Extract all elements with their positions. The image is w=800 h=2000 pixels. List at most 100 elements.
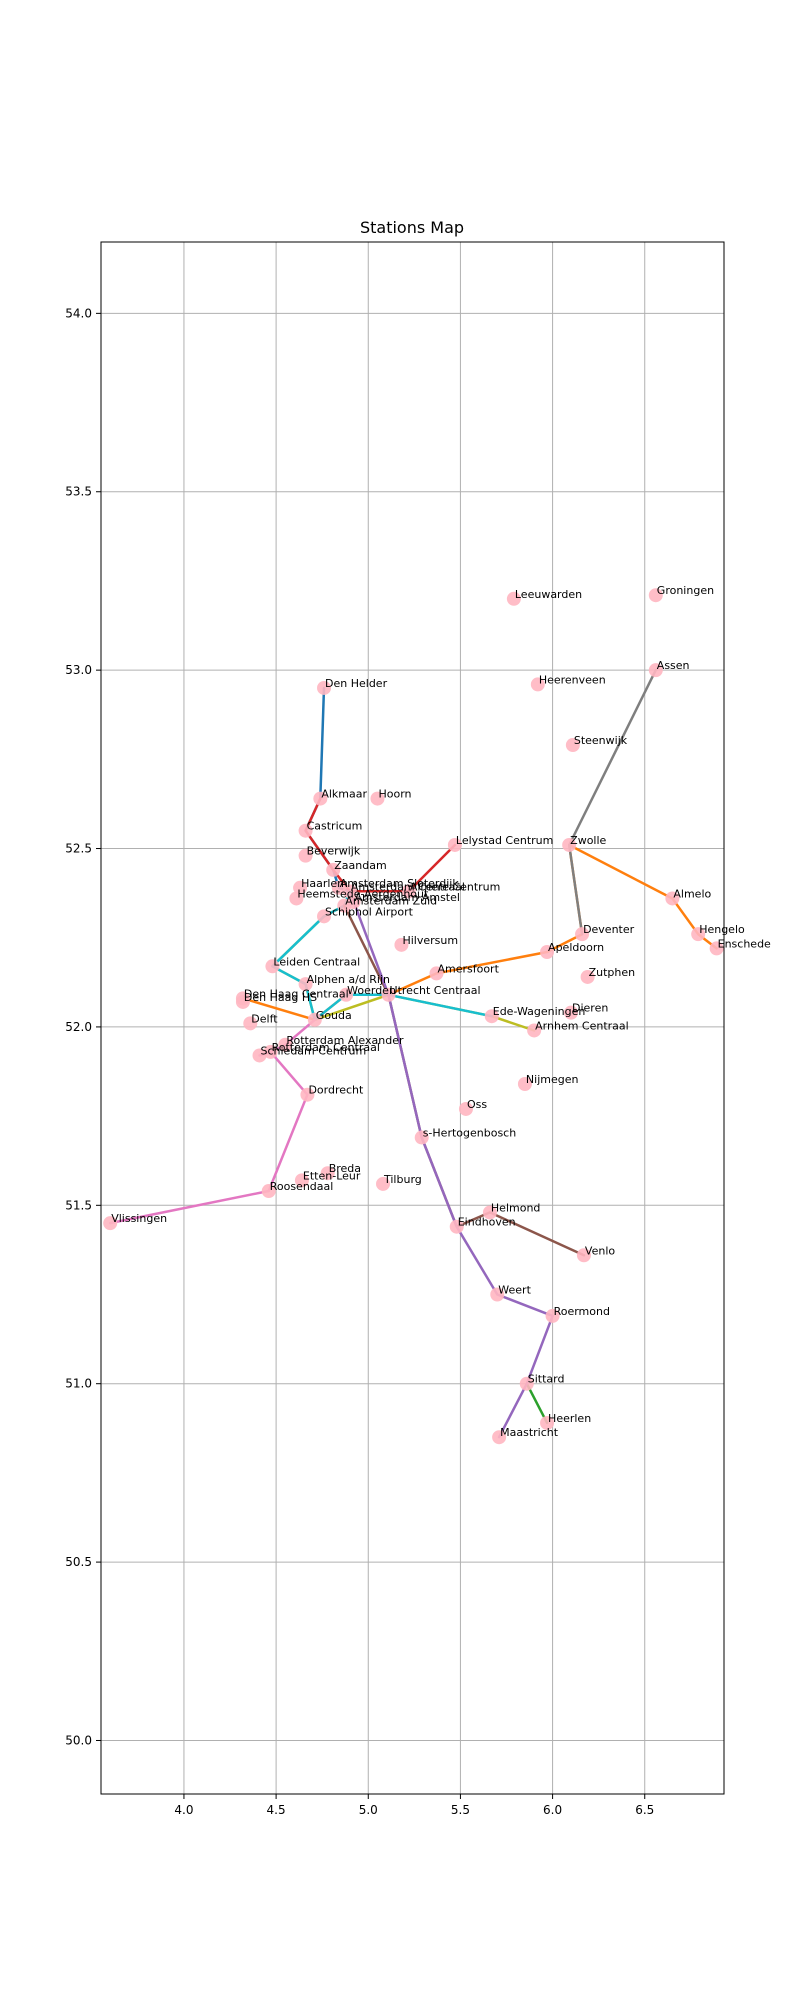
station-label: Dieren: [572, 1002, 608, 1015]
station-label: Heemstede-Aerdenhout: [297, 887, 429, 900]
station-marker: [317, 909, 332, 924]
station-label: s-Hertogenbosch: [423, 1127, 517, 1140]
station-marker: [482, 1205, 497, 1220]
station-label: Tilburg: [383, 1173, 422, 1186]
y-tick-label: 52.5: [65, 842, 92, 856]
x-tick-label: 4.5: [267, 1803, 286, 1817]
station-marker: [235, 991, 250, 1006]
y-tick-label: 51.5: [65, 1198, 92, 1212]
station-markers: [103, 588, 724, 1445]
station-marker: [527, 1023, 542, 1038]
station-label: Alphen a/d Rijn: [307, 973, 390, 986]
station-marker: [265, 959, 280, 974]
station-label: Haarlem: [301, 877, 348, 890]
station-marker: [576, 1248, 591, 1263]
station-marker: [519, 1376, 534, 1391]
station-label: Ede-Wageningen: [493, 1005, 586, 1018]
station-marker: [565, 738, 580, 753]
station-marker: [300, 1087, 315, 1102]
station-marker: [298, 823, 313, 838]
station-label: Amsterdam Amstel: [355, 891, 460, 904]
station-marker: [492, 1430, 507, 1445]
station-label: Gouda: [316, 1009, 352, 1022]
route-line: [567, 668, 658, 936]
station-label: Rotterdam Centraal: [272, 1041, 380, 1054]
y-tick-label: 53.5: [65, 485, 92, 499]
station-label: Vlissingen: [111, 1212, 167, 1225]
station-marker: [339, 987, 354, 1002]
station-marker: [530, 677, 545, 692]
chart-title: Stations Map: [360, 218, 464, 237]
station-marker: [342, 884, 357, 899]
station-marker: [506, 591, 521, 606]
station-label: Zaandam: [334, 859, 386, 872]
station-label: Amsterdam Sloterdijk: [340, 877, 460, 890]
station-marker: [562, 837, 577, 852]
station-label: Almere Centrum: [410, 880, 501, 893]
station-marker: [429, 966, 444, 981]
station-marker: [540, 1415, 555, 1430]
station-label: Oss: [467, 1098, 487, 1111]
route-line: [348, 890, 554, 1439]
x-axis: 4.0 4.5 5.0 5.5 6.0 6.5: [174, 1794, 654, 1817]
station-marker: [709, 941, 724, 956]
station-label: Sittard: [528, 1373, 565, 1386]
grid-lines: [101, 242, 724, 1794]
x-tick-label: 4.0: [174, 1803, 193, 1817]
station-marker: [294, 1173, 309, 1188]
station-marker: [545, 1308, 560, 1323]
station-marker: [307, 1012, 322, 1027]
station-label: Woerden: [347, 984, 396, 997]
station-marker: [376, 1176, 391, 1191]
station-label: Eindhoven: [458, 1216, 516, 1229]
station-label: Arnhem Centraal: [535, 1019, 629, 1032]
station-label: Maastricht: [500, 1426, 559, 1439]
station-marker: [331, 880, 346, 895]
station-label: Alkmaar: [321, 788, 367, 801]
y-tick-label: 52.0: [65, 1020, 92, 1034]
station-label: Dordrecht: [308, 1084, 364, 1097]
station-marker: [293, 880, 308, 895]
station-marker: [298, 977, 313, 992]
station-marker: [261, 1184, 276, 1199]
station-label: Amsterdam Zuid: [345, 895, 437, 908]
station-label: Hilversum: [402, 934, 458, 947]
station-marker: [317, 680, 332, 695]
station-label: Amsterdam Centraal: [351, 880, 465, 893]
station-marker: [243, 1016, 258, 1031]
y-tick-label: 53.0: [65, 663, 92, 677]
station-label: Steenwijk: [574, 734, 628, 747]
plot-frame: [100, 241, 725, 1795]
station-label: Beverwijk: [307, 845, 361, 858]
station-label: Leiden Centraal: [273, 955, 360, 968]
station-label: Lelystad Centrum: [456, 834, 553, 847]
station-marker: [313, 791, 328, 806]
station-marker: [517, 1077, 532, 1092]
station-marker: [691, 927, 706, 942]
station-marker: [278, 1037, 293, 1052]
x-tick-label: 6.5: [635, 1803, 654, 1817]
x-tick-label: 6.0: [543, 1803, 562, 1817]
station-marker: [484, 1009, 499, 1024]
station-marker: [648, 588, 663, 603]
station-marker: [320, 1166, 335, 1181]
station-label: Apeldoorn: [548, 941, 604, 954]
x-tick-label: 5.0: [359, 1803, 378, 1817]
station-label: Utrecht Centraal: [390, 984, 481, 997]
station-marker: [263, 1044, 278, 1059]
station-marker: [370, 791, 385, 806]
station-marker: [326, 862, 341, 877]
station-label: Schiphol Airport: [325, 905, 414, 918]
station-label: Heerenveen: [539, 673, 606, 686]
station-label: Etten-Leur: [303, 1169, 361, 1182]
station-marker: [449, 1219, 464, 1234]
station-label: Breda: [329, 1162, 361, 1175]
route-lines: [108, 668, 718, 1439]
station-marker: [289, 891, 304, 906]
y-tick-label: 50.0: [65, 1733, 92, 1747]
station-label: Heerlen: [548, 1412, 591, 1425]
station-label: Den Haag Centraal: [244, 987, 349, 1000]
station-label: Den Haag HS: [244, 991, 317, 1004]
station-marker: [298, 848, 313, 863]
